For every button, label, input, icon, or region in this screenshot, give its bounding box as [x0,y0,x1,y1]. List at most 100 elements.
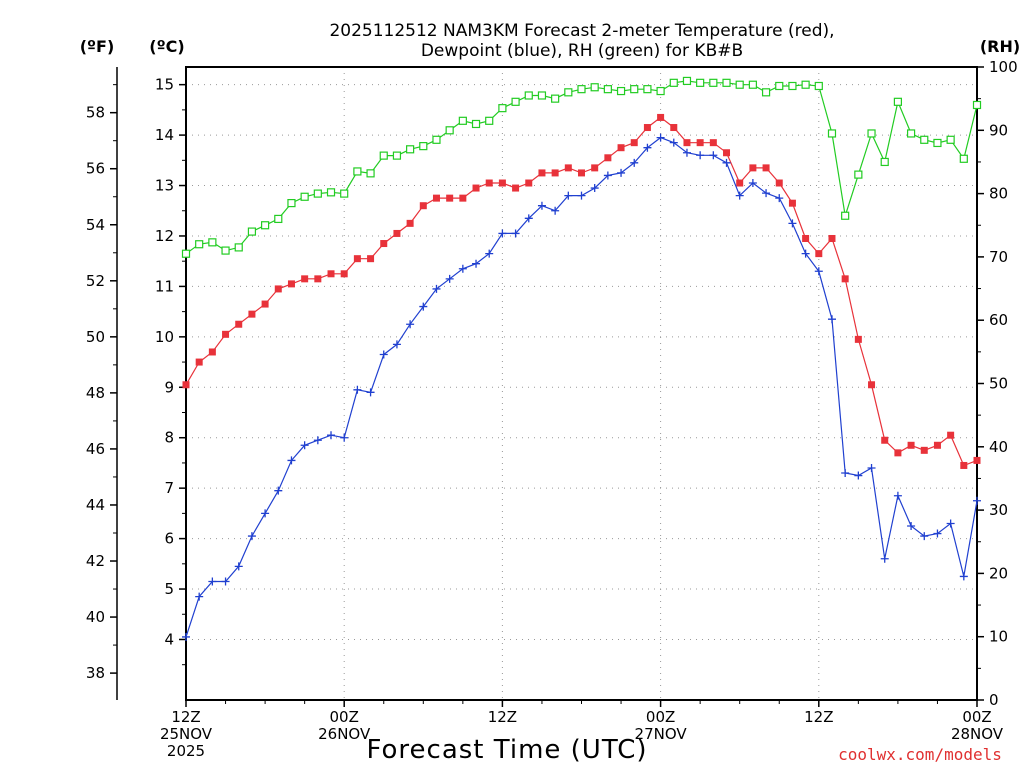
dewpoint-c-point [722,158,731,167]
rh-point [340,189,349,198]
temperature-c-point [617,144,625,152]
rh-tick-label: 60 [989,311,1008,329]
temperature-c-point [380,240,388,248]
temperature-c-point [287,280,295,288]
rh-point [274,214,283,224]
rh-point [893,97,903,106]
rh-point [406,145,415,154]
rh-point [841,211,850,220]
dewpoint-c-point [617,168,626,177]
rh-point [471,119,481,129]
temperature-c-point [723,149,731,157]
chart-title-line-2: Dewpoint (blue), RH (green) for KB#B [421,41,743,61]
dewpoint-c-point [920,532,929,541]
rh-point [775,81,784,91]
rh-point [511,97,520,106]
rh-tick-label: 20 [989,564,1008,582]
dewpoint-c-point [551,206,560,215]
rh-point [906,129,916,138]
temperature-c-point [367,255,375,263]
fahrenheit-tick-label: 48 [86,384,105,402]
rh-point [195,240,204,249]
temperature-c-point [525,179,533,187]
temperature-c-point [749,164,757,172]
dewpoint-c-point [472,259,481,268]
plot-frame [185,66,978,701]
celsius-tick-label: 9 [164,378,174,396]
dewpoint-c-point [959,572,968,581]
dewpoint-c-point [379,350,388,359]
temperature-c-point [551,169,559,177]
rh-point [682,76,692,86]
rh-point [827,129,837,138]
celsius-axis-header: (ºC) [149,37,184,56]
dewpoint-c-point [274,486,283,495]
fahrenheit-tick-label: 58 [86,104,105,122]
x-axis-title: Forecast Time (UTC) [366,735,647,765]
dewpoint-c-point [590,184,599,193]
temperature-c-point [643,124,651,132]
rh-tick-label: 30 [989,501,1008,519]
rh-point [221,246,230,255]
series-layer [181,76,982,641]
dewpoint-c-point [221,577,230,586]
rh-tick-label: 80 [989,185,1008,203]
dewpoint-c-point [775,194,784,203]
rh-point [854,170,863,179]
dewpoint-c-point [893,491,902,500]
dewpoint-c-point [814,267,823,276]
dewpoint-c-point [392,340,401,349]
temperature-c-point [208,348,216,356]
fahrenheit-tick-label: 52 [86,272,105,290]
celsius-tick-label: 6 [164,530,174,548]
x-tick-label: 00Z [646,708,675,726]
temperature-c-point [578,169,585,177]
temperature-c-point [222,330,230,338]
rh-point [801,80,810,89]
dewpoint-c-point [762,189,771,198]
temperature-c-point [564,164,572,172]
temperature-c-point [419,202,427,210]
temperature-c-point [947,431,955,439]
temperature-c-point [195,358,203,366]
temperature-c-point [788,199,796,207]
temperature-c-point [248,310,256,318]
rh-axis-header: (RH) [980,37,1020,56]
rh-tick-label: 10 [989,628,1008,646]
temperature-c-point [301,275,309,283]
rh-point [630,85,639,94]
rh-point [603,85,612,94]
temperature-c-point [274,285,282,293]
rh-point [867,129,876,138]
chart-title-line-1: 2025112512 NAM3KM Forecast 2-meter Tempe… [329,21,834,41]
celsius-tick-label: 4 [164,630,174,648]
temperature-c-point [591,164,599,172]
dewpoint-c-point [577,191,586,200]
temperature-c-point [775,179,783,187]
temperature-c-point [854,335,862,343]
dewpoint-c-point [327,431,336,440]
temperature-c-point [353,255,361,263]
dewpoint-c-point [973,496,981,505]
dewpoint-c-point [195,592,204,601]
rh-point [748,80,757,89]
dewpoint-c-point [445,274,454,283]
rh-point [208,238,217,247]
celsius-tick-label: 13 [155,177,174,195]
rh-point [366,169,375,178]
dewpoint-c-point [682,148,691,157]
celsius-tick-label: 8 [164,429,174,447]
x-tick-label: 26NOV [318,725,371,743]
dewpoint-c-point [643,143,652,152]
temperature-c-point [432,194,440,202]
temperature-c-point [868,381,876,389]
rh-point [669,78,678,87]
rh-tick-label: 0 [989,691,999,709]
temperature-c-point [393,229,401,237]
temperature-c-point [933,441,941,449]
fahrenheit-tick-label: 50 [86,328,105,346]
rh-point [709,78,718,87]
dewpoint-c-point [735,191,744,200]
celsius-tick-label: 5 [164,580,174,598]
